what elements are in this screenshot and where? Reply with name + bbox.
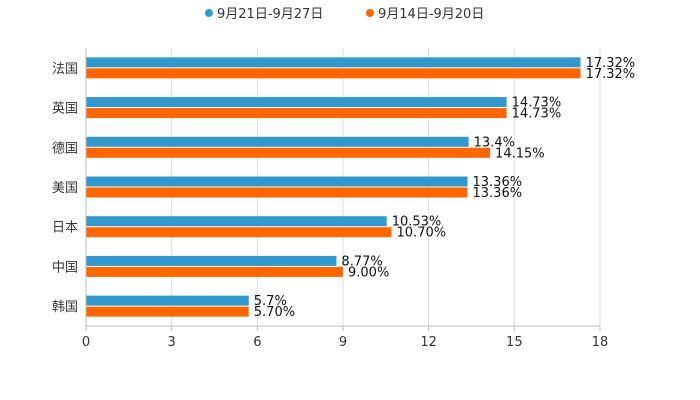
bar-s2-3[interactable] [86,147,491,158]
data-label-s2-4: 13.36% [473,186,523,201]
bar-s1-7[interactable] [86,295,249,306]
x-tick-label-0: 0 [82,335,90,350]
bar-s2-7[interactable] [86,306,249,317]
data-label-s2-3: 14.15% [495,146,545,161]
x-tick-label-3: 3 [168,335,176,350]
category-label-6: 中国 [52,260,78,275]
x-tick-label-12: 12 [420,335,437,350]
data-label-s1-5: 10.53% [392,215,442,230]
data-label-s1-4: 13.36% [473,175,523,190]
bar-s1-2[interactable] [86,97,507,108]
gridlines [171,48,601,326]
data-label-s1-7: 5.7% [254,294,287,309]
bar-s1-6[interactable] [86,255,337,266]
x-tick-label-18: 18 [592,335,609,350]
bar-s1-1[interactable] [86,57,581,68]
bar-s1-4[interactable] [86,176,468,187]
data-label-s1-2: 14.73% [512,96,562,111]
category-label-2: 英国 [52,102,78,117]
legend: 9月21日-9月27日 9月14日-9月20日 [205,7,484,22]
x-tick-label-9: 9 [339,335,347,350]
axes: 0 3 6 9 12 15 18 [82,48,608,350]
legend-marker-2 [366,9,374,17]
category-label-5: 日本 [52,221,78,236]
category-label-3: 德国 [52,141,78,156]
data-label-s1-1: 17.32% [586,56,636,71]
data-label-s1-6: 8.77% [341,254,382,269]
bar-s2-1[interactable] [86,68,581,79]
x-tick-label-15: 15 [506,335,523,350]
legend-marker-1 [205,9,213,17]
category-label-4: 美国 [52,181,78,196]
data-label-s2-7: 5.70% [254,305,295,320]
bar-s1-3[interactable] [86,136,469,147]
bar-s1-5[interactable] [86,216,387,227]
category-label-1: 法国 [52,62,78,77]
bar-s2-2[interactable] [86,108,507,119]
bar-s2-4[interactable] [86,187,468,198]
bars [86,57,581,317]
bar-s2-6[interactable] [86,266,343,277]
data-label-s2-2: 14.73% [512,107,562,122]
x-tick-label-6: 6 [253,335,261,350]
data-label-s2-6: 9.00% [348,265,389,280]
labels: 法国 17.32%17.32% 英国 14.73%14.73% 德国 13.4%14.15… [52,56,635,320]
data-label-s2-1: 17.32% [586,67,636,82]
legend-label-1: 9月21日-9月27日 [217,7,323,22]
data-label-s2-5: 10.70% [397,226,447,241]
legend-label-2: 9月14日-9月20日 [378,7,484,22]
category-label-7: 韩国 [52,300,78,315]
data-label-s1-3: 13.4% [474,135,515,150]
bar-s2-5[interactable] [86,227,392,238]
